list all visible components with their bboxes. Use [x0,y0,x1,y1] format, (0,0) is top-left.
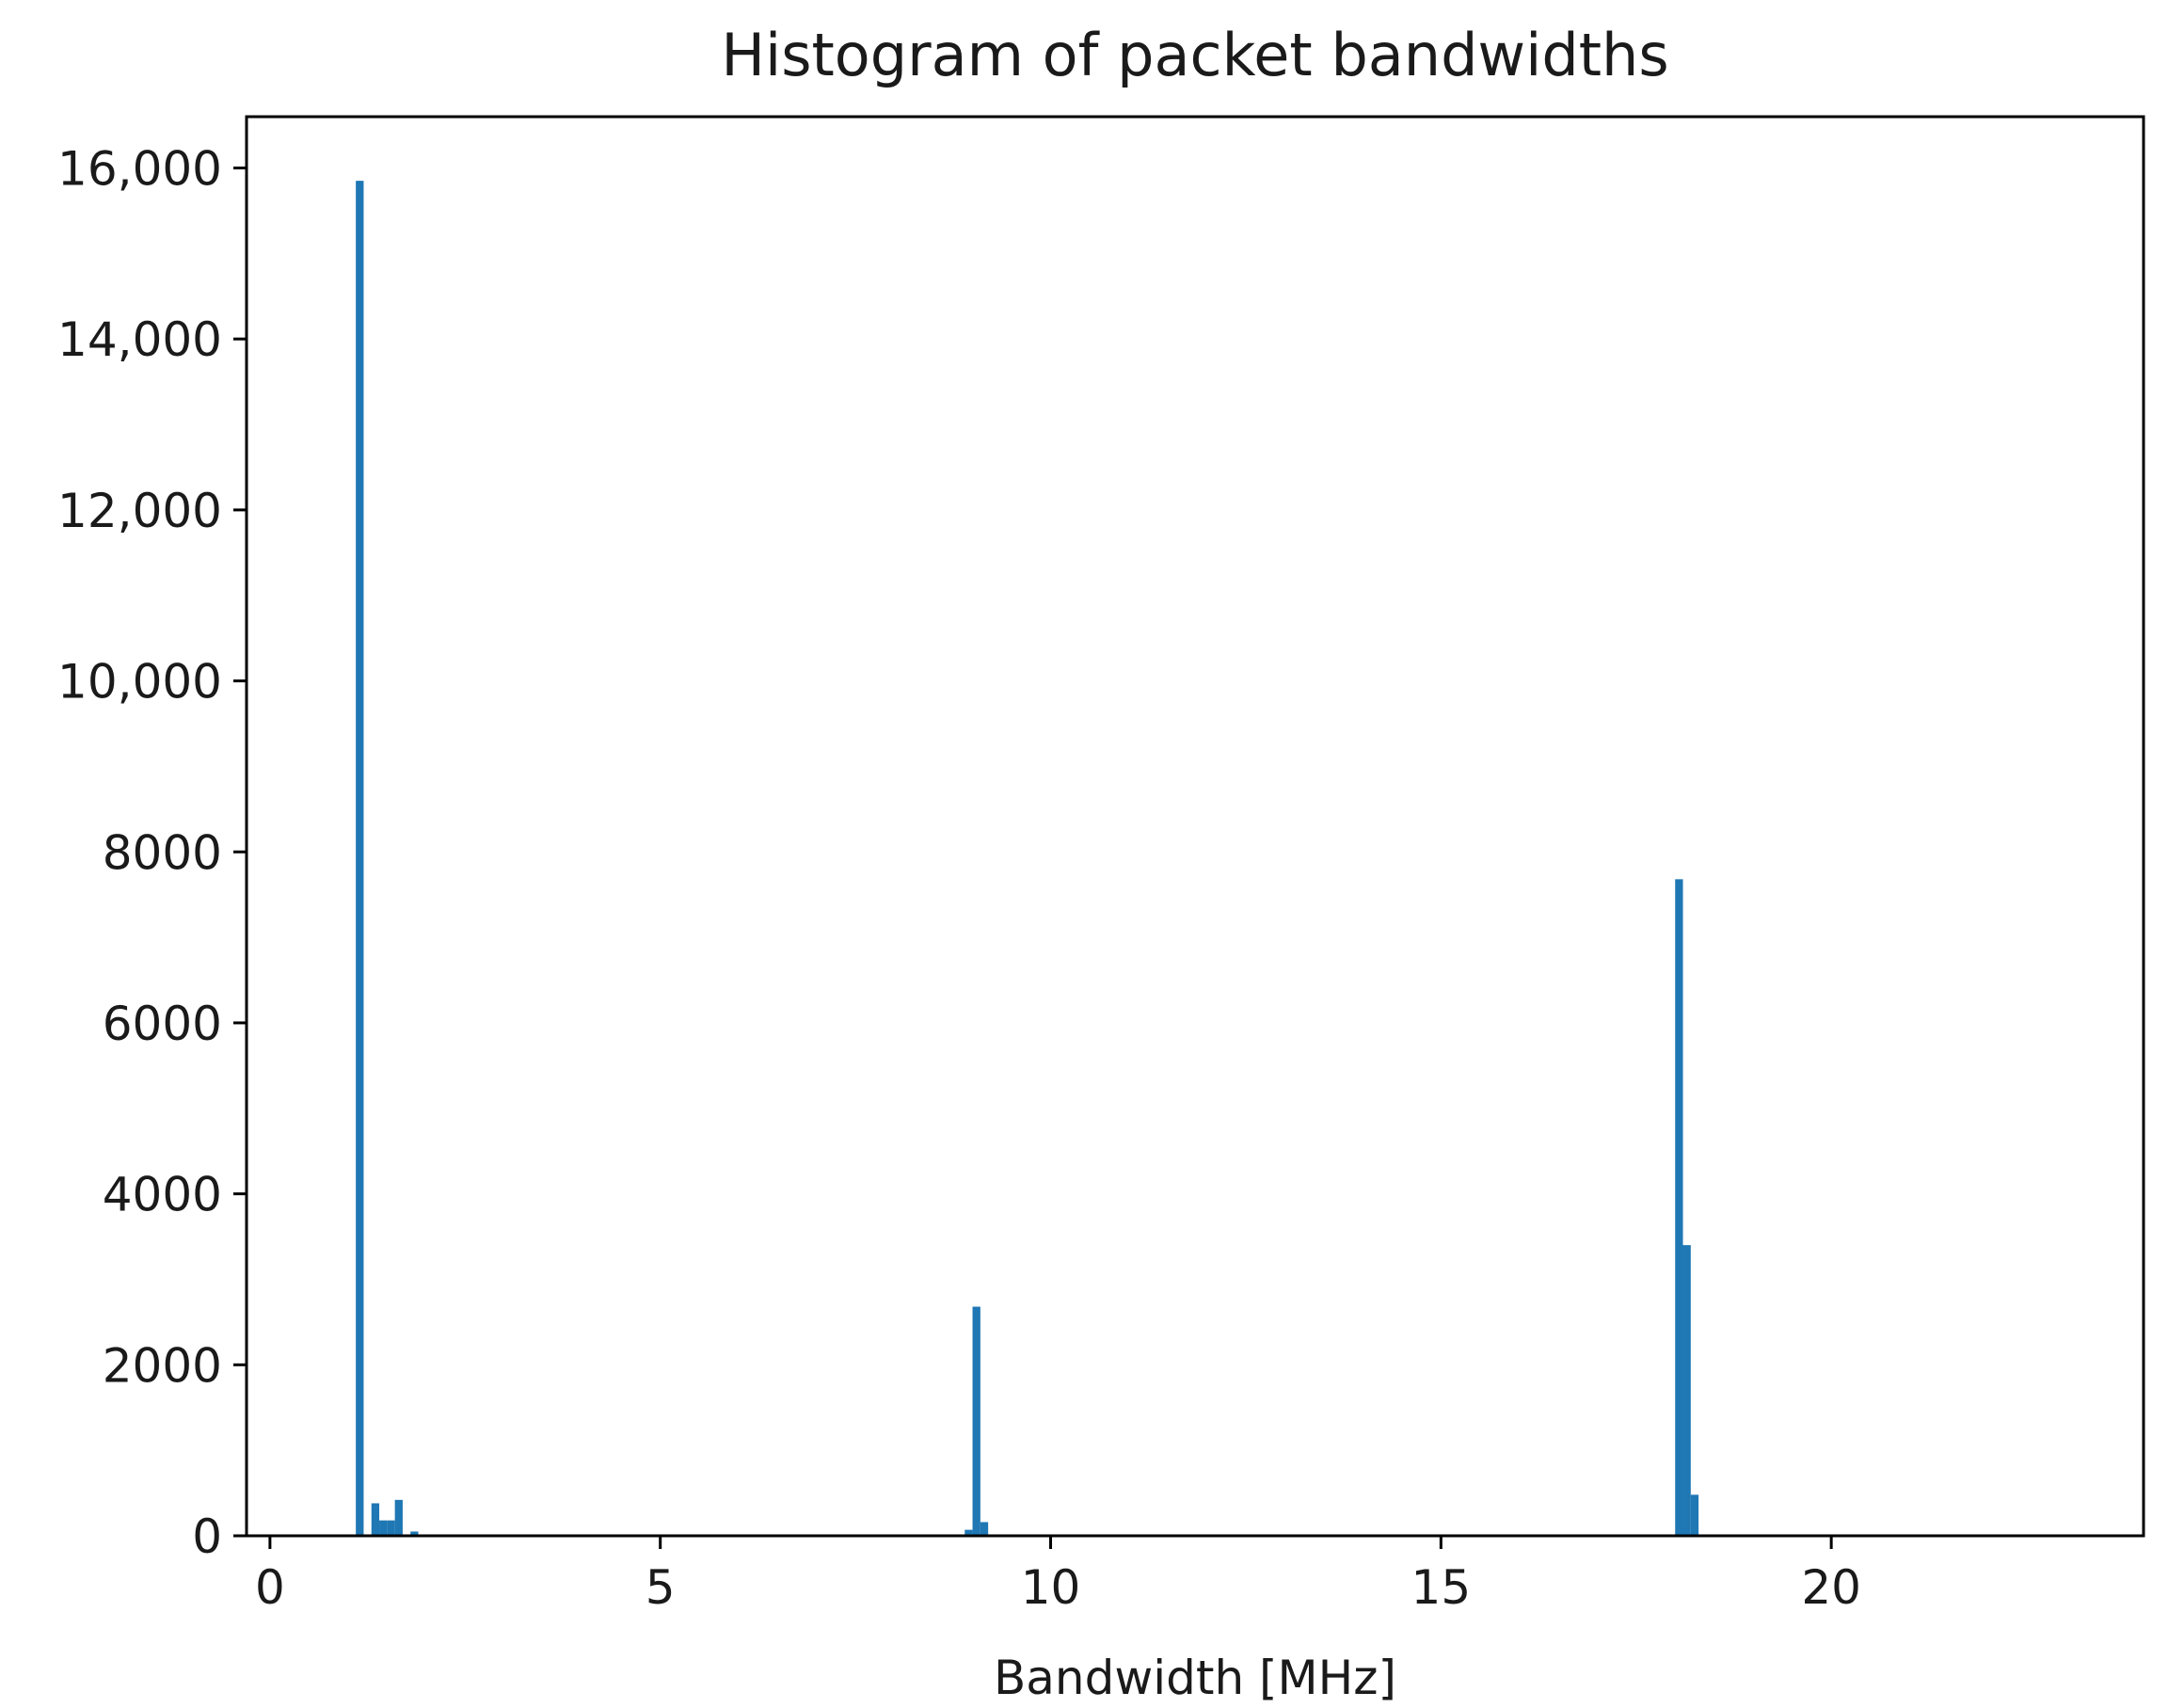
histogram-bar-11 [1690,1494,1699,1536]
y-tick-label-0: 0 [192,1509,222,1564]
plot-frame [245,115,2145,1538]
y-tick-label-8: 16,000 [57,142,222,197]
histogram-bar-7 [972,1306,980,1536]
x-tick-label-0: 0 [255,1560,285,1615]
x-axis-label: Bandwidth [MHz] [994,1651,1396,1705]
y-tick-label-4: 8000 [103,825,222,880]
x-axis: 0 5 10 15 20 [255,1536,1861,1615]
histogram-bar-8 [980,1522,989,1536]
histogram-bar-5 [410,1531,419,1536]
x-tick-label-4: 20 [1801,1560,1861,1615]
histogram-bar-2 [379,1520,388,1536]
histogram-bar-3 [387,1520,395,1536]
y-axis: 0 2000 4000 6000 8000 10,000 12,000 14,000 16,00… [57,142,247,1564]
histogram-bar-6 [964,1529,973,1536]
y-tick-label-1: 2000 [103,1338,222,1393]
y-tick-label-3: 6000 [103,997,222,1051]
x-tick-label-1: 5 [646,1560,676,1615]
x-tick-label-2: 10 [1021,1560,1081,1615]
histogram-bar-0 [356,181,364,1536]
chart-title: Histogram of packet bandwidths [721,21,1668,89]
y-tick-label-7: 14,000 [57,312,222,367]
histogram-bar-4 [394,1499,403,1536]
histogram-bar-10 [1682,1245,1691,1536]
histogram-bar-1 [371,1503,380,1536]
x-tick-label-3: 15 [1411,1560,1472,1615]
bars-layer [356,181,1699,1536]
histogram-bar-9 [1675,879,1683,1536]
y-tick-label-6: 12,000 [57,484,222,538]
y-tick-label-2: 4000 [103,1168,222,1222]
y-tick-label-5: 10,000 [57,655,222,710]
